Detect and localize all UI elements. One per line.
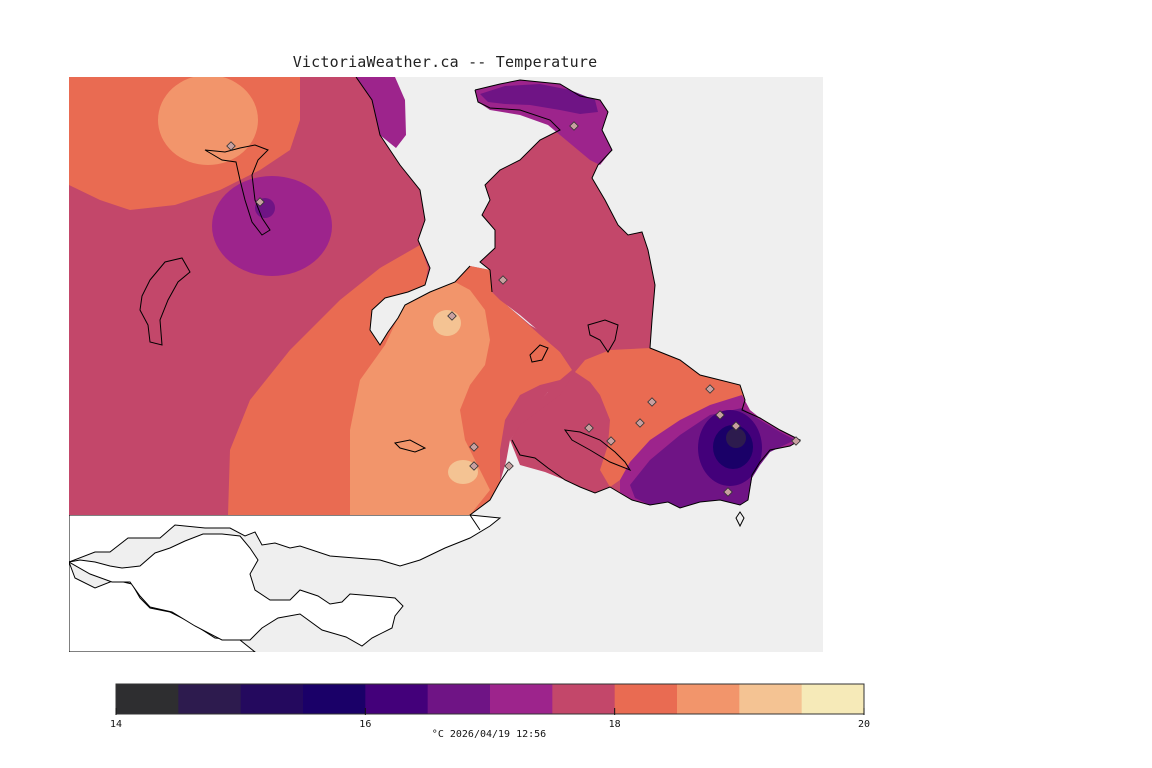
legend-bins [116, 684, 865, 714]
map-title: VictoriaWeather.ca -- Temperature [292, 53, 598, 71]
station-marker[interactable] [731, 421, 741, 431]
legend-frame [115, 683, 865, 715]
temperature-field-east [475, 80, 800, 508]
station-marker[interactable] [226, 141, 236, 151]
station-marker[interactable] [255, 197, 265, 207]
legend-bin [490, 684, 553, 714]
land-washington [69, 514, 502, 652]
legend-bin [552, 684, 616, 714]
station-marker[interactable] [647, 397, 657, 407]
legend-caption: °C 2026/04/19 12:56 [432, 729, 546, 740]
station-marker[interactable] [447, 311, 457, 321]
station-marker[interactable] [606, 436, 616, 446]
coastlines [139, 77, 802, 531]
legend-bin [614, 684, 678, 714]
station-marker[interactable] [584, 423, 594, 433]
station-marker[interactable] [705, 384, 715, 394]
station-marker[interactable] [469, 442, 479, 452]
legend-bin [178, 684, 242, 714]
legend-bin [365, 684, 429, 714]
legend-bin [240, 684, 304, 714]
legend-tick-label: 16 [359, 719, 371, 730]
temperature-field-west [69, 77, 610, 515]
legend-bin [677, 684, 740, 714]
legend-tick-label: 14 [110, 719, 122, 730]
station-marker[interactable] [498, 275, 508, 285]
legend-ticks: 14 16 18 20 [110, 708, 870, 730]
station-marker[interactable] [791, 436, 801, 446]
legend-bin [427, 684, 491, 714]
legend-bin [116, 684, 179, 714]
station-marker[interactable] [723, 487, 733, 497]
station-marker[interactable] [635, 418, 645, 428]
land-olympic-peninsula [69, 533, 404, 647]
legend-bin [739, 684, 803, 714]
station-marker[interactable] [504, 461, 514, 471]
station-marker[interactable] [569, 121, 579, 131]
legend-bin [801, 684, 865, 714]
station-marker[interactable] [469, 461, 479, 471]
station-marker[interactable] [715, 410, 725, 420]
legend-tick-label: 18 [609, 719, 621, 730]
weather-stations [226, 121, 801, 497]
legend-tick-label: 20 [858, 719, 870, 730]
legend-bin [303, 684, 366, 714]
